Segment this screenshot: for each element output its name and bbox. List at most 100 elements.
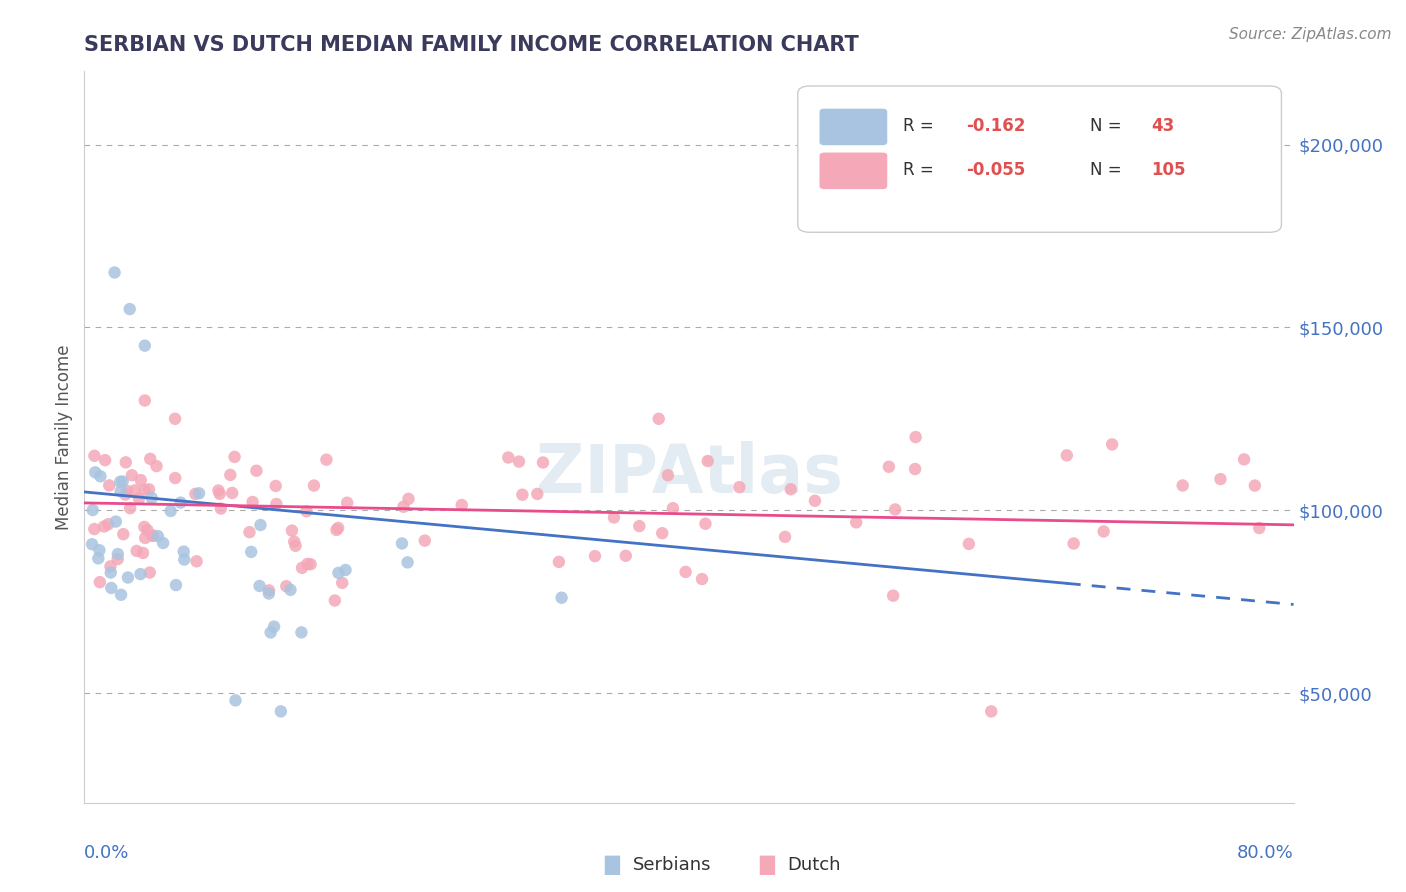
Point [129,567,152,582]
Point [80,537,103,551]
Point [240,545,263,559]
Text: 0.0%: 0.0% [84,845,129,863]
Point [134,483,156,497]
Point [225,693,247,707]
Point [628,519,651,533]
Point [139,566,162,580]
Point [169,495,191,509]
FancyBboxPatch shape [797,86,1281,232]
Point [114,455,136,469]
Text: SERBIAN VS DUTCH MEDIAN FAMILY INCOME CORRELATION CHART: SERBIAN VS DUTCH MEDIAN FAMILY INCOME CO… [84,35,859,54]
Point [603,510,626,524]
Text: Dutch: Dutch [787,856,841,874]
Point [83,522,105,536]
Point [675,565,697,579]
Point [107,552,129,566]
Point [128,491,150,506]
Point [657,468,679,483]
Point [165,578,187,592]
Point [531,455,554,469]
Point [263,619,285,633]
Point [209,501,232,516]
Point [207,483,229,498]
Point [115,483,138,498]
Point [142,529,165,543]
Point [129,473,152,487]
Point [87,551,110,566]
Point [1249,521,1271,535]
Point [728,480,751,494]
Text: Source: ZipAtlas.com: Source: ZipAtlas.com [1229,27,1392,42]
Point [392,500,415,514]
Point [550,591,572,605]
Point [884,502,907,516]
Text: -0.162: -0.162 [966,117,1025,136]
Point [142,528,165,542]
Point [336,496,359,510]
Point [94,453,117,467]
Point [323,593,346,607]
Point [266,497,288,511]
Point [547,555,569,569]
Point [804,493,827,508]
Point [249,518,271,533]
Text: Serbians: Serbians [633,856,711,874]
Point [134,531,156,545]
Point [980,705,1002,719]
Point [141,491,163,505]
Point [121,468,143,483]
Point [283,534,305,549]
Point [290,625,312,640]
Point [696,454,718,468]
Point [134,520,156,534]
Point [291,561,314,575]
Point [93,519,115,533]
Point [114,487,136,501]
Point [450,498,472,512]
Point [299,558,322,572]
Point [259,625,281,640]
Point [1171,478,1194,492]
Point [882,589,904,603]
Point [107,547,129,561]
Point [145,459,167,474]
Point [330,575,353,590]
Point [1209,472,1232,486]
Point [112,527,135,541]
Point [904,462,927,476]
Point [242,495,264,509]
Point [110,484,132,499]
Point [89,543,111,558]
Text: █: █ [605,855,619,875]
Point [152,536,174,550]
Point [117,570,139,584]
Point [100,581,122,595]
Point [221,486,243,500]
Point [845,516,868,530]
Point [111,475,134,489]
Point [125,544,148,558]
Point [325,523,347,537]
Point [89,575,111,590]
Point [662,501,685,516]
Point [877,459,900,474]
FancyBboxPatch shape [820,109,887,145]
Point [134,338,156,352]
Text: N =: N = [1091,117,1128,136]
Point [391,536,413,550]
Text: 43: 43 [1152,117,1174,136]
Point [512,488,534,502]
Point [146,529,169,543]
Point [1101,437,1123,451]
Point [526,487,548,501]
Text: R =: R = [903,161,939,179]
Point [297,557,319,571]
Point [83,449,105,463]
Point [281,524,304,538]
Point [165,411,187,425]
Point [245,464,267,478]
Text: N =: N = [1091,161,1128,179]
Point [208,487,231,501]
Point [904,430,927,444]
Point [136,523,159,537]
